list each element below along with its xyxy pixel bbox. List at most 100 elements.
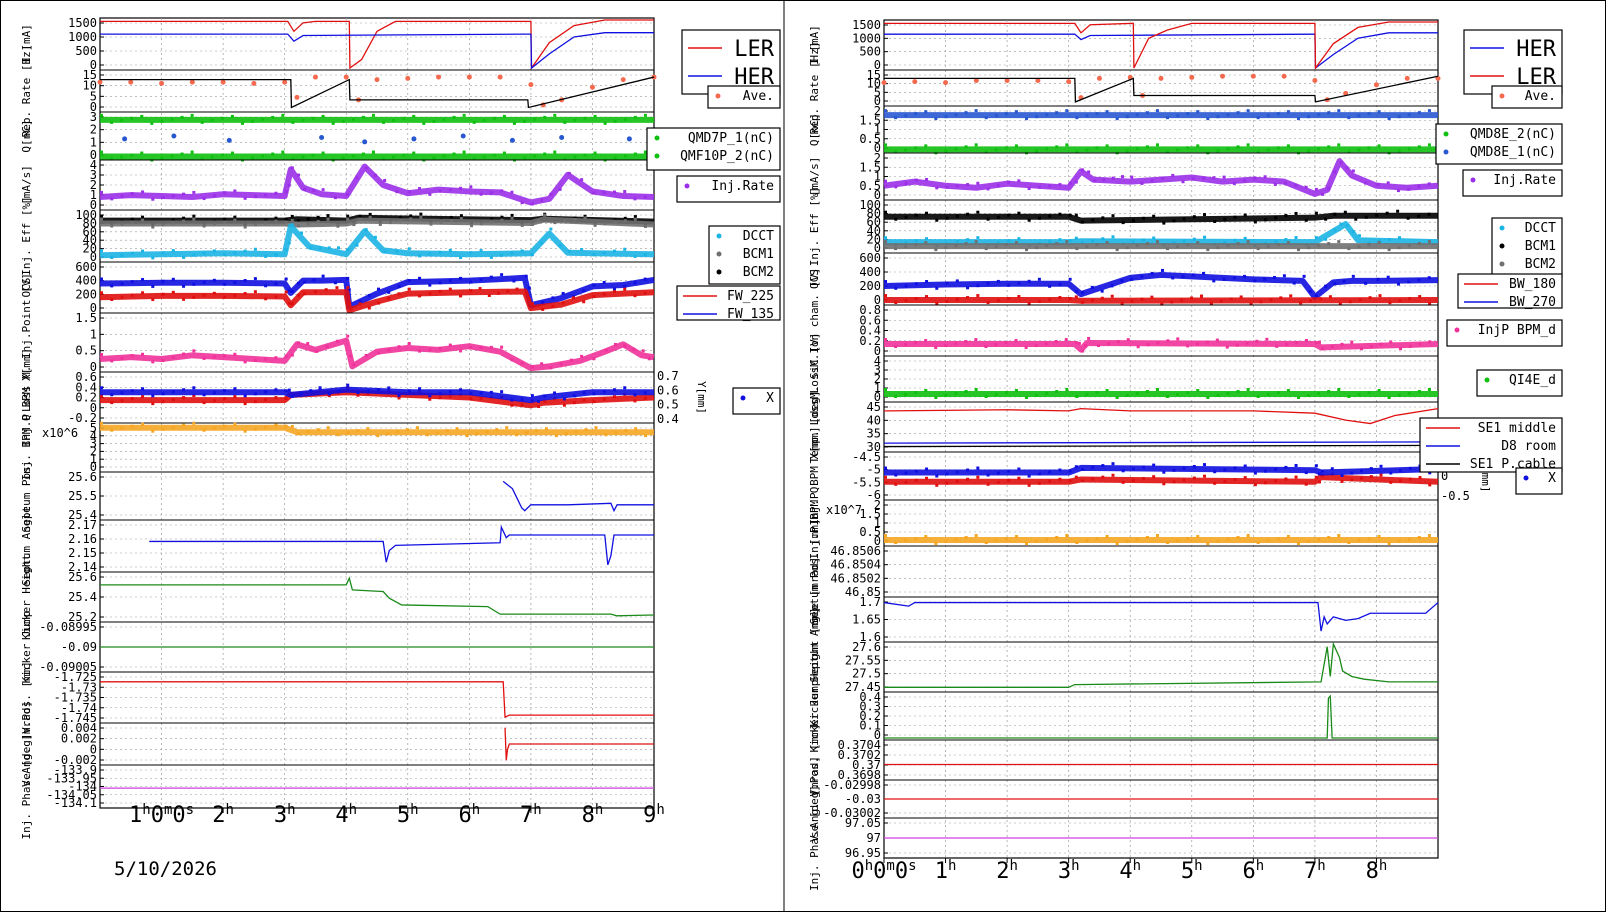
orange-series-point xyxy=(356,429,360,433)
qmd8e-1-nc--series-point xyxy=(1115,117,1119,121)
qmd8e-1-nc--series-point xyxy=(1377,110,1381,114)
orange-series-point xyxy=(1135,538,1139,541)
red-series-point xyxy=(945,481,949,485)
dcct-series-point xyxy=(212,249,216,253)
bcm1-series-point xyxy=(1141,216,1145,220)
dcct-series-point xyxy=(1091,239,1095,243)
red-series-point xyxy=(479,396,483,400)
inj-rate-series-point xyxy=(612,190,616,194)
qi4e-d-series-point xyxy=(1256,395,1260,398)
bcm1-series-point xyxy=(192,217,196,221)
y-tick-label: 0.4 xyxy=(859,690,881,704)
her-series xyxy=(100,32,654,70)
red-series-point xyxy=(1360,476,1364,480)
qmd8e-2-nc--series-point xyxy=(1347,150,1351,154)
injp-bpm-d-series-point xyxy=(1369,344,1373,348)
inj-rate-series-point xyxy=(202,197,206,201)
dcct-series-point xyxy=(1017,237,1021,241)
x-series-point xyxy=(1152,463,1156,467)
orange-series-point xyxy=(366,427,370,431)
inj-rate-series-point xyxy=(1321,192,1325,196)
fw-225-series-point xyxy=(602,292,606,296)
y-tick-label: 2.14 xyxy=(68,560,97,574)
qmd7p-1-nc--series-point xyxy=(593,114,597,118)
ave--series-point xyxy=(1189,74,1195,80)
red-series-point xyxy=(1418,476,1422,480)
fw-135-series-point xyxy=(551,296,555,300)
y-tick-label: 2 xyxy=(90,123,97,137)
fw-225-series-point xyxy=(335,286,339,290)
injp-bpm-d-series-point xyxy=(1314,341,1318,345)
pink-series-point xyxy=(243,360,247,364)
dcct-series-point xyxy=(623,247,627,251)
fw-225-series-point xyxy=(212,291,216,295)
qi4e-d-series-point xyxy=(1387,396,1391,399)
x-series-point xyxy=(955,470,959,474)
bcm1-series-point xyxy=(274,219,278,223)
dcct-series-point xyxy=(1333,228,1337,232)
inj-rate-series-point xyxy=(966,183,970,187)
x-series-point xyxy=(253,392,257,396)
fw-135-series-point xyxy=(397,284,401,288)
fw-225-series-point xyxy=(407,287,411,291)
bw-180-series-point xyxy=(1229,297,1233,301)
y-tick-label: 3 xyxy=(874,363,881,377)
qmd8e-2-nc--series-point xyxy=(1105,144,1109,148)
qmd7p-1-nc--series-point xyxy=(523,119,527,123)
x-series-point xyxy=(623,386,627,390)
qmd7p-1-nc--series-point xyxy=(553,113,557,117)
bw-270-series-point xyxy=(914,282,918,286)
injp-bpm-d-series-point xyxy=(1295,340,1299,344)
orange-series-point xyxy=(212,426,216,430)
y-exponent-label: x10^6 xyxy=(42,426,78,440)
dcct-series-point xyxy=(1131,240,1135,244)
qmd7p-1-nc--series-point xyxy=(281,113,285,117)
bcm2-series-point xyxy=(1095,243,1099,247)
orange-series-point xyxy=(624,429,628,433)
bcm1-series-point xyxy=(110,224,114,228)
fw-135-series-point xyxy=(387,290,391,294)
fw-135-series-point xyxy=(346,276,350,280)
x-series-point xyxy=(1379,464,1383,468)
qmd8e-2-nc--series-point xyxy=(914,146,918,150)
bcm2-series-point xyxy=(974,240,978,244)
ave--series-point xyxy=(189,79,195,85)
orange-series-point xyxy=(1125,540,1129,543)
bcm2-series-point xyxy=(1377,241,1381,245)
qmd8e-1-nc--series-point xyxy=(1296,117,1300,121)
y-tick-label: 15 xyxy=(867,68,881,82)
fw-225-series-point xyxy=(100,291,103,295)
orange-series-point xyxy=(495,428,499,432)
ave--series-point xyxy=(294,94,300,100)
ave--series-point xyxy=(436,74,442,80)
x-series-point xyxy=(1048,470,1052,474)
red-series-point xyxy=(1304,482,1308,486)
qmd8e-1-nc--series-point xyxy=(1357,114,1361,118)
qmd8e-2-nc--series-point xyxy=(1246,143,1250,147)
qmd7p-1-nc--series-point xyxy=(371,113,375,117)
qmd7p-1-nc--series-point xyxy=(412,114,416,118)
y-tick-label: 4 xyxy=(90,429,97,443)
qmd7p-1-nc--series-point xyxy=(351,117,355,121)
fw-225-series-point xyxy=(130,293,134,297)
x-series-point xyxy=(1203,463,1207,467)
red-series-point xyxy=(264,398,268,402)
pink-series-point xyxy=(290,353,294,357)
bcm1-series-point xyxy=(1172,219,1176,223)
red-series-point xyxy=(1408,477,1412,481)
pink-series-point xyxy=(100,353,103,356)
bcm2-series-point xyxy=(399,216,403,220)
y-tick-label: 600 xyxy=(75,260,97,274)
dcct-series-point xyxy=(1203,235,1207,239)
y-tick-label: 5 xyxy=(874,85,881,99)
bcm2-series-point xyxy=(1226,244,1230,248)
inj-rate-series-point xyxy=(1093,179,1097,183)
fw-225-series-point xyxy=(377,301,380,305)
legend-swatch xyxy=(654,135,660,141)
injp-bpm-d-series-point xyxy=(1304,338,1308,342)
y-axis-label: Kicker Jump xyxy=(808,680,821,753)
